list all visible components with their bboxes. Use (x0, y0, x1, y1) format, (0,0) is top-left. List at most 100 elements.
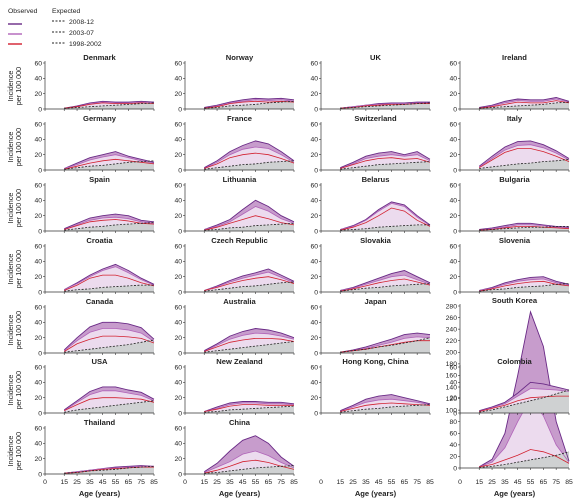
x-axis-label-col2: Age (years) (219, 489, 261, 498)
line-2003-colombia (479, 388, 570, 412)
y-tick-label-south-korea-100: 100 (446, 407, 458, 414)
area-expected-colombia (479, 390, 569, 413)
panel-spain: 0 20 40 60 Spain (34, 175, 155, 235)
x-tick-label-col3-0: 0 (319, 479, 323, 486)
panel-belarus: 0 20 40 60 Belarus (310, 175, 431, 235)
line-2003-france (204, 146, 295, 169)
x-tick-label-col4-65: 65 (540, 479, 548, 486)
line-1998-slovenia (479, 280, 570, 292)
y-tick-label-italy-60: 60 (449, 121, 457, 128)
area-2003-spain (64, 217, 154, 231)
panel-title-canada: Canada (86, 297, 114, 306)
y-tick-label-croatia-40: 40 (34, 259, 42, 266)
y-tick-label-italy-20: 20 (449, 152, 457, 159)
line-expected-thailand (64, 465, 155, 474)
line-2008-hong-kong-china (340, 394, 431, 412)
line-expected-lithuania (204, 222, 295, 231)
panel-title-croatia: Croatia (86, 236, 113, 245)
line-2003-italy (478, 144, 570, 168)
y-tick-label-japan-60: 60 (310, 304, 318, 311)
y-tick-label-france-60: 60 (174, 121, 182, 128)
y-tick-label-norway-40: 40 (174, 76, 182, 83)
line-2008-switzerland (340, 151, 431, 169)
x-axis-label-col1: Age (years) (79, 489, 121, 498)
x-tick-label-col1-75: 75 (137, 479, 145, 486)
area-2008-italy (479, 140, 569, 167)
y-tick-label-south-korea-140: 140 (446, 384, 458, 391)
line-expected-south-korea (479, 451, 570, 468)
area-expected-china (204, 465, 294, 474)
y-tick-label-usa-0: 0 (38, 410, 42, 417)
y-tick-label-norway-0: 0 (178, 106, 182, 113)
y-tick-label-slovakia-20: 20 (310, 274, 318, 281)
x-axis-label-col3: Age (years) (355, 489, 397, 498)
line-1998-czech-republic (204, 276, 295, 291)
legend-label-2003: 2003-07 (69, 30, 94, 37)
y-tick-label-belarus-20: 20 (310, 213, 318, 220)
y-tick-label-colombia-0: 0 (453, 410, 457, 417)
line-1998-france (204, 152, 295, 169)
y-tick-label-colombia-60: 60 (449, 364, 457, 371)
x-tick-label-col1-45: 45 (99, 479, 107, 486)
y-tick-label-italy-0: 0 (453, 167, 457, 174)
y-tick-label-ireland-60: 60 (449, 60, 457, 67)
x-tick-label-col3-75: 75 (413, 479, 421, 486)
legend: Observed Expected 2008-12 2003-07 1998-2… (8, 8, 102, 48)
area-2003-czech-republic (204, 272, 294, 292)
line-2008-belarus (340, 201, 431, 230)
line-expected-croatia (64, 284, 154, 292)
y-axis-label-row-6: Incidenceper 100 000 (6, 371, 23, 409)
area-expected-slovakia (340, 283, 430, 292)
y-tick-label-lithuania-0: 0 (178, 228, 182, 235)
y-tick-label-south-korea-20: 20 (449, 454, 457, 461)
y-tick-label-bulgaria-20: 20 (449, 213, 457, 220)
line-expected-norway (204, 100, 295, 109)
y-tick-label-slovenia-40: 40 (449, 259, 457, 266)
panel-ireland: 0 20 40 60 Ireland (449, 53, 570, 113)
y-tick-label-uk-20: 20 (310, 91, 318, 98)
line-2003-usa (63, 390, 155, 412)
x-tick-label-col4-85: 85 (565, 479, 573, 486)
y-tick-label-usa-20: 20 (34, 395, 42, 402)
y-tick-label-south-korea-80: 80 (449, 419, 457, 426)
y-tick-label-south-korea-260: 260 (446, 315, 458, 322)
line-2003-ireland (479, 98, 570, 109)
line-2008-australia (203, 328, 295, 352)
area-2003-switzerland (340, 154, 430, 170)
line-1998-new-zealand (204, 404, 294, 412)
panel-title-belarus: Belarus (362, 175, 390, 184)
x-tick-label-col4-55: 55 (527, 479, 535, 486)
y-tick-label-czech-republic-20: 20 (174, 274, 182, 281)
area-expected-france (204, 160, 294, 170)
y-tick-label-germany-40: 40 (34, 137, 42, 144)
line-2003-australia (204, 332, 295, 352)
y-axis-label-row-5: Incidenceper 100 000 (6, 311, 23, 349)
y-tick-label-china-40: 40 (174, 441, 182, 448)
area-expected-norway (204, 101, 294, 109)
area-expected-lithuania (204, 223, 294, 231)
line-2003-switzerland (340, 154, 431, 169)
y-tick-label-denmark-0: 0 (38, 106, 42, 113)
panel-title-colombia: Colombia (497, 357, 532, 366)
line-expected-australia (204, 341, 295, 353)
y-tick-label-bulgaria-40: 40 (449, 198, 457, 205)
y-tick-label-china-20: 20 (174, 456, 182, 463)
area-expected-hong-kong-china (340, 404, 430, 413)
x-tick-label-col3-65: 65 (401, 479, 409, 486)
panel-title-japan: Japan (365, 297, 387, 306)
panel-switzerland: 0 20 40 60 Switzerland (310, 114, 431, 174)
panel-title-hong-kong-china: Hong Kong, China (342, 357, 409, 366)
area-2003-usa (64, 390, 154, 413)
line-expected-italy (479, 158, 570, 169)
line-1998-australia (204, 337, 295, 352)
x-tick-label-col2-55: 55 (252, 479, 260, 486)
panel-slovakia: 0 20 40 60 Slovakia (310, 236, 431, 296)
line-expected-colombia (479, 389, 570, 413)
y-tick-label-south-korea-180: 180 (446, 361, 458, 368)
line-2008-france (203, 140, 295, 169)
y-tick-label-thailand-0: 0 (38, 471, 42, 478)
y-tick-label-germany-0: 0 (38, 167, 42, 174)
y-tick-label-uk-40: 40 (310, 76, 318, 83)
y-axis-label-row-1: Incidenceper 100 000 (6, 67, 23, 105)
x-tick-label-col4-25: 25 (488, 479, 496, 486)
